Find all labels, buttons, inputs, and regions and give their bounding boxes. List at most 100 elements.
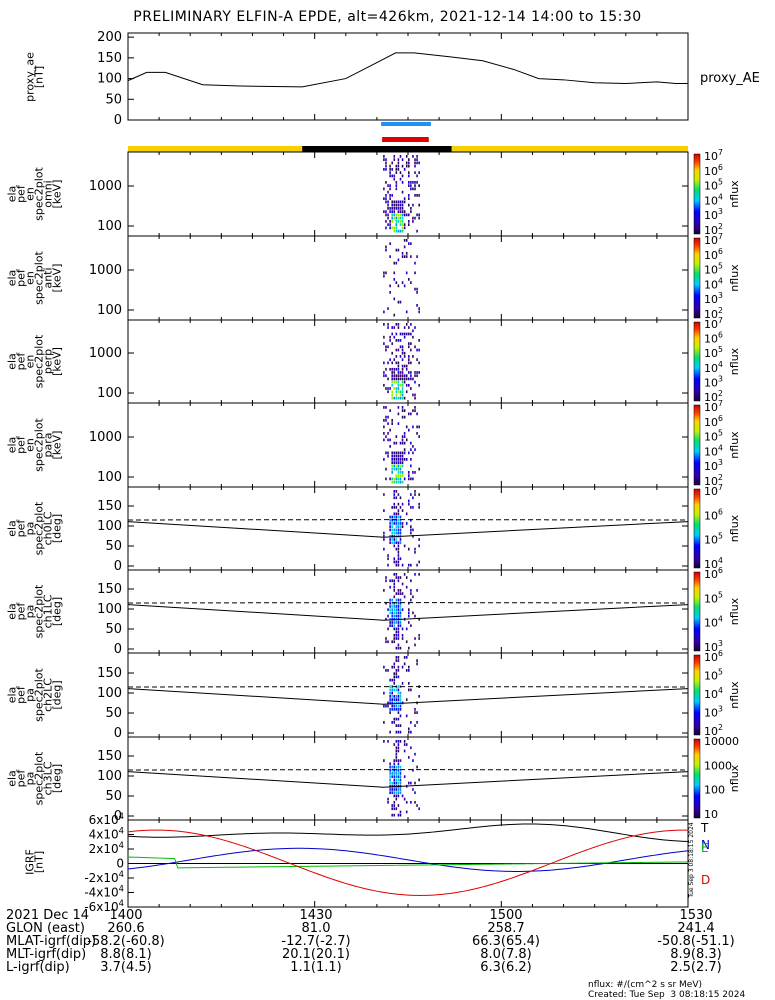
panel-perp-pixel	[397, 371, 400, 374]
panel-ch2LC-pixel	[383, 691, 385, 695]
panel-anti-cbar-tick: 103	[704, 291, 723, 306]
panel-para-pixel	[401, 409, 404, 412]
panel-ch2LC-pixel	[393, 688, 396, 692]
panel-perp-pixel	[401, 351, 404, 355]
panel-ch3LC-pixel	[399, 788, 402, 791]
panel-ch1LC-pixel	[391, 601, 393, 605]
panel-ch3LC-pixel	[397, 791, 400, 795]
panel-anti-pixel	[416, 291, 418, 294]
panel-perp-pixel	[397, 339, 400, 342]
panel-ch3LC-pixel	[393, 800, 396, 804]
panel-ch3LC-pixel	[397, 813, 400, 817]
igrf-ytick-label: 6x104	[89, 811, 124, 827]
orbit-row-value: 1430	[299, 908, 333, 923]
panel-ch2LC-spectrogram	[383, 656, 420, 734]
panel-perp-pixel	[389, 335, 391, 339]
panel-omni-pixel	[387, 213, 389, 217]
panel-perp-pixel	[399, 390, 402, 394]
panel-omni-pixel	[395, 187, 398, 191]
panel-ch2LC-ytick-label: 0	[114, 726, 122, 741]
panel-para-pixel	[397, 412, 400, 416]
panel-omni-pixel	[405, 155, 408, 158]
panel-omni-pixel	[391, 216, 393, 220]
panel-ch3LC-ytick-label: 0	[114, 809, 122, 824]
panel-perp-pixel	[391, 361, 393, 365]
panel-ch0LC-pixel	[393, 531, 396, 535]
panel-omni-pixel	[391, 161, 393, 165]
panel-ch3LC-pixel	[416, 804, 418, 807]
panel-ch1LC-pixel	[412, 595, 414, 599]
panel-omni-pixel	[391, 203, 393, 207]
panel-ch1LC-pixel	[399, 614, 402, 618]
panel-omni-pixel	[401, 216, 404, 220]
panel-perp-pixel	[391, 390, 393, 394]
panel-anti-pixel	[389, 291, 391, 294]
panel-omni-pixel	[393, 226, 396, 230]
panel-ch3LC-pixel	[405, 743, 408, 746]
panel-ch0LC-cbar-title: nflux	[728, 514, 741, 542]
panel-ch1LC-pixel	[391, 624, 393, 628]
ae-line	[127, 52, 688, 88]
panel-perp-pixel	[399, 396, 402, 400]
panel-perp-pixel	[397, 367, 400, 371]
panel-perp-pixel	[387, 377, 389, 381]
panel-para-pixel	[416, 432, 418, 435]
panel-para-pixel	[383, 438, 385, 442]
panel-ch0LC-pixel	[389, 528, 391, 532]
panel-omni-pixel	[391, 174, 393, 178]
panel-anti-pixel	[393, 271, 396, 275]
panel-perp-pixel	[385, 387, 387, 390]
ae-panel-frame	[127, 32, 689, 121]
panel-omni-pixel	[399, 216, 402, 220]
panel-perp-pixel	[397, 390, 400, 394]
panel-ch3LC-pixel	[395, 772, 398, 775]
panel-ch3LC-pixel	[397, 775, 400, 778]
panel-ch3LC-ytick-label: 50	[105, 789, 122, 804]
panel-perp-ytitle-4: perp	[42, 349, 55, 374]
panel-ch0LC-pixel	[395, 547, 398, 551]
panel-perp-pixel	[399, 332, 402, 336]
panel-ch1LC-pixel	[405, 585, 408, 589]
panel-ch2LC-pixel	[418, 695, 420, 698]
panel-para-pixel	[397, 422, 400, 425]
panel-ch3LC-pixel	[397, 772, 400, 775]
panel-anti-ytick-label: 1000	[89, 263, 122, 278]
panel-para-pixel	[397, 464, 400, 468]
panel-perp-pixel	[395, 390, 398, 394]
panel-ch2LC-ytick-label: 100	[97, 686, 122, 701]
panel-para-pixel	[389, 438, 391, 442]
panel-ch1LC-pixel	[414, 643, 416, 647]
panel-ch1LC-ytick-label: 150	[97, 582, 122, 597]
panel-ch1LC-pixel	[397, 621, 400, 624]
panel-perp-pixel	[383, 374, 385, 378]
panel-ch0LC-pixel	[397, 522, 400, 525]
panel-ch1LC-cbar-tick: 103	[704, 639, 723, 654]
panel-para-pixel	[418, 467, 420, 471]
panel-omni-pixel	[393, 158, 396, 161]
panel-para-pixel	[418, 435, 420, 438]
panel-omni-pixel	[385, 220, 387, 223]
panel-omni-pixel	[387, 203, 389, 207]
panel-ch1LC-pixel	[401, 637, 404, 640]
panel-ch1LC-pixel	[397, 598, 400, 602]
panel-ch1LC-pixel	[416, 589, 418, 592]
panel-omni-pixel	[418, 216, 420, 220]
panel-ch0LC-pixel	[399, 515, 402, 519]
panel-ch0LC-pixel	[391, 522, 393, 525]
panel-ch1LC-pixel	[408, 608, 410, 611]
panel-perp-pixel	[405, 383, 408, 387]
panel-perp-pixel	[401, 387, 404, 390]
panel-para-pixel	[395, 451, 398, 455]
panel-ch2LC-pixel	[416, 721, 418, 724]
igrf-ytick-label: 4x104	[89, 826, 124, 842]
panel-perp-ytick-label: 100	[97, 386, 122, 401]
panel-perp-pixel	[408, 345, 410, 349]
panel-perp-pixel	[418, 339, 420, 342]
panel-ch1LC-pixel	[401, 592, 404, 595]
panel-perp-pixel	[401, 371, 404, 374]
panel-omni-pixel	[408, 194, 410, 197]
orbit-row-value: 2.5(2.7)	[670, 960, 722, 975]
panel-para-pixel	[410, 464, 412, 468]
panel-ch0LC-pixel	[412, 496, 414, 500]
panel-ch3LC-pixel	[399, 810, 402, 814]
